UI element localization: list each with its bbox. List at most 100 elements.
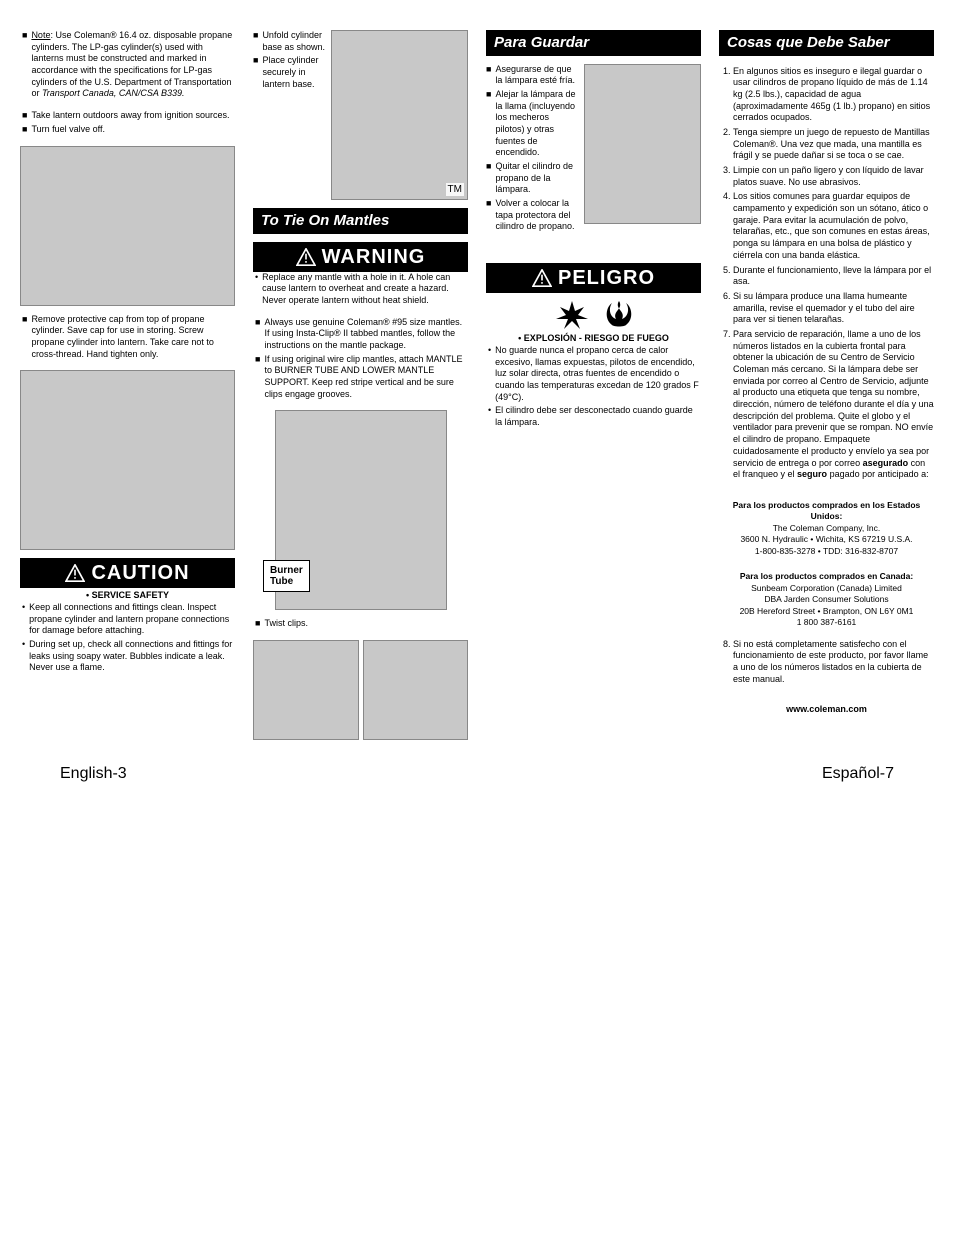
list-item: Los sitios comunes para guardar equipos … (733, 191, 934, 261)
list-item: Si no está completamente satisfecho con … (733, 639, 934, 686)
page-columns: ■ Note: Use Coleman® 16.4 oz. disposable… (20, 30, 934, 740)
cosas-heading: Cosas que Debe Saber (719, 30, 934, 56)
figure-screw-cylinder (20, 370, 235, 550)
bullet-dot-icon: • (488, 345, 491, 403)
peligro-title: PELIGRO (558, 265, 655, 291)
bullet-square-icon: ■ (486, 64, 491, 87)
bullet-square-icon: ■ (253, 55, 258, 90)
bullet-square-icon: ■ (255, 354, 260, 401)
bullet-square-icon: ■ (486, 89, 491, 159)
figure-twist-2 (363, 640, 469, 740)
caution-block: CAUTION • SERVICE SAFETY •Keep all conne… (20, 558, 235, 676)
footer-right: Español-7 (822, 764, 894, 785)
contact-line: The Coleman Company, Inc. (719, 523, 934, 534)
warning-bar: WARNING (253, 242, 468, 272)
unfold-text: ■Unfold cylinder base as shown. ■Place c… (253, 30, 325, 200)
bullet-square-icon: ■ (486, 161, 491, 196)
contact-line: 1 800 387-6161 (719, 617, 934, 628)
peligro-text: El cilindro debe ser desconectado cuando… (495, 405, 699, 428)
bullet-dot-icon: • (22, 639, 25, 674)
para-guardar-heading: Para Guardar (486, 30, 701, 56)
contact-heading: Para los productos comprados en los Esta… (719, 500, 934, 523)
page-footer: English-3 Español-7 (20, 764, 934, 785)
website-url: www.coleman.com (719, 704, 934, 716)
peligro-text: No guarde nunca el propano cerca de calo… (495, 345, 699, 403)
column-3: Para Guardar ■Asegurarse de que la lámpa… (486, 30, 701, 740)
note-text: Note: Use Coleman® 16.4 oz. disposable p… (31, 30, 233, 100)
bullet-text: Take lantern outdoors away from ignition… (31, 110, 229, 122)
figure-lantern-valve (20, 146, 235, 306)
bullet-square-icon: ■ (22, 314, 27, 361)
burner-tube-label: Burner Tube (263, 560, 310, 592)
contact-ca-block: Para los productos comprados en Canada: … (719, 571, 934, 628)
bullet-square-icon: ■ (255, 618, 260, 630)
list-item: Si su lámpara produce una llama humeante… (733, 291, 934, 326)
bullet-text: Asegurarse de que la lámpara esté fría. (495, 64, 578, 87)
column-2: ■Unfold cylinder base as shown. ■Place c… (253, 30, 468, 740)
bullet-square-icon: ■ (22, 124, 27, 136)
bullet-text: Unfold cylinder base as shown. (262, 30, 325, 53)
bullet-square-icon: ■ (253, 30, 258, 53)
twist-figures-row (253, 640, 468, 740)
warning-block: WARNING •Replace any mantle with a hole … (253, 242, 468, 309)
bullets-block-1: ■ Take lantern outdoors away from ignitio… (20, 110, 235, 137)
bullet-text: Volver a colocar la tapa protectora del … (495, 198, 578, 233)
list-item: Para servicio de reparación, llame a uno… (733, 329, 934, 481)
bullet-dot-icon: • (488, 405, 491, 428)
list-item: Limpie con un paño ligero y con líquido … (733, 165, 934, 188)
tm-label: TM (446, 183, 464, 196)
bullet-text: Always use genuine Coleman® #95 size man… (264, 317, 466, 352)
cosas-list-cont: Si no está completamente satisfecho con … (719, 639, 934, 689)
bullets-block-2: ■Remove protective cap from top of propa… (20, 314, 235, 363)
bullet-text: Turn fuel valve off. (31, 124, 105, 136)
caution-bar: CAUTION (20, 558, 235, 588)
bullet-dot-icon: • (255, 272, 258, 307)
fire-icon (604, 299, 634, 329)
bullet-text: Place cylinder securely in lantern base. (262, 55, 325, 90)
bullet-text: If using original wire clip mantles, att… (264, 354, 466, 401)
list-item: Durante el funcionamiento, lleve la lámp… (733, 265, 934, 288)
list-item: En algunos sitios es inseguro e ilegal g… (733, 66, 934, 124)
peligro-subhead: • EXPLOSIÓN - RIESGO DE FUEGO (486, 333, 701, 345)
warning-triangle-icon (532, 269, 552, 287)
contact-line: 20B Hereford Street • Brampton, ON L6Y 0… (719, 606, 934, 617)
note-block: ■ Note: Use Coleman® 16.4 oz. disposable… (20, 30, 235, 102)
figure-store-lantern (584, 64, 701, 224)
note-label: Note (31, 30, 50, 40)
bullet-square-icon: ■ (486, 198, 491, 233)
caution-subhead: • SERVICE SAFETY (20, 590, 235, 602)
contact-us-block: Para los productos comprados en los Esta… (719, 500, 934, 557)
bullet-text: Quitar el cilindro de propano de la lámp… (495, 161, 578, 196)
caution-text: During set up, check all connections and… (29, 639, 233, 674)
guardar-row: ■Asegurarse de que la lámpara esté fría.… (486, 64, 701, 236)
figure-twist-1 (253, 640, 359, 740)
bullet-square-icon: ■ (255, 317, 260, 352)
bullet-text: Remove protective cap from top of propan… (31, 314, 233, 361)
peligro-bar: PELIGRO (486, 263, 701, 293)
bullet-square-icon: ■ (22, 110, 27, 122)
list-item: Tenga siempre un juego de repuesto de Ma… (733, 127, 934, 162)
bullet-square-icon: ■ (22, 30, 27, 100)
warning-text: Replace any mantle with a hole in it. A … (262, 272, 466, 307)
guardar-text: ■Asegurarse de que la lámpara esté fría.… (486, 64, 578, 236)
contact-line: Sunbeam Corporation (Canada) Limited (719, 583, 934, 594)
column-4: Cosas que Debe Saber En algunos sitios e… (719, 30, 934, 740)
contact-heading: Para los productos comprados en Canada: (719, 571, 934, 582)
warning-title: WARNING (322, 244, 426, 270)
figure-burner-tube-wrap: Burner Tube (253, 410, 468, 610)
peligro-block: PELIGRO • EXPLOSIÓN - RIESGO DE FUEGO •N… (486, 263, 701, 431)
explosion-icon (554, 299, 590, 329)
warning-triangle-icon (65, 564, 85, 582)
twist-bullet: ■ Twist clips. (253, 618, 468, 632)
bullet-text: Twist clips. (264, 618, 308, 630)
bullet-text: Alejar la lámpara de la llama (incluyend… (495, 89, 578, 159)
contact-line: DBA Jarden Consumer Solutions (719, 594, 934, 605)
peligro-icons-row (486, 293, 701, 331)
tie-mantles-heading: To Tie On Mantles (253, 208, 468, 234)
contact-line: 1-800-835-3278 • TDD: 316-832-8707 (719, 546, 934, 557)
caution-title: CAUTION (91, 560, 189, 586)
warning-triangle-icon (296, 248, 316, 266)
caution-text: Keep all connections and fittings clean.… (29, 602, 233, 637)
figure-lantern-base (331, 30, 468, 200)
column-1: ■ Note: Use Coleman® 16.4 oz. disposable… (20, 30, 235, 740)
